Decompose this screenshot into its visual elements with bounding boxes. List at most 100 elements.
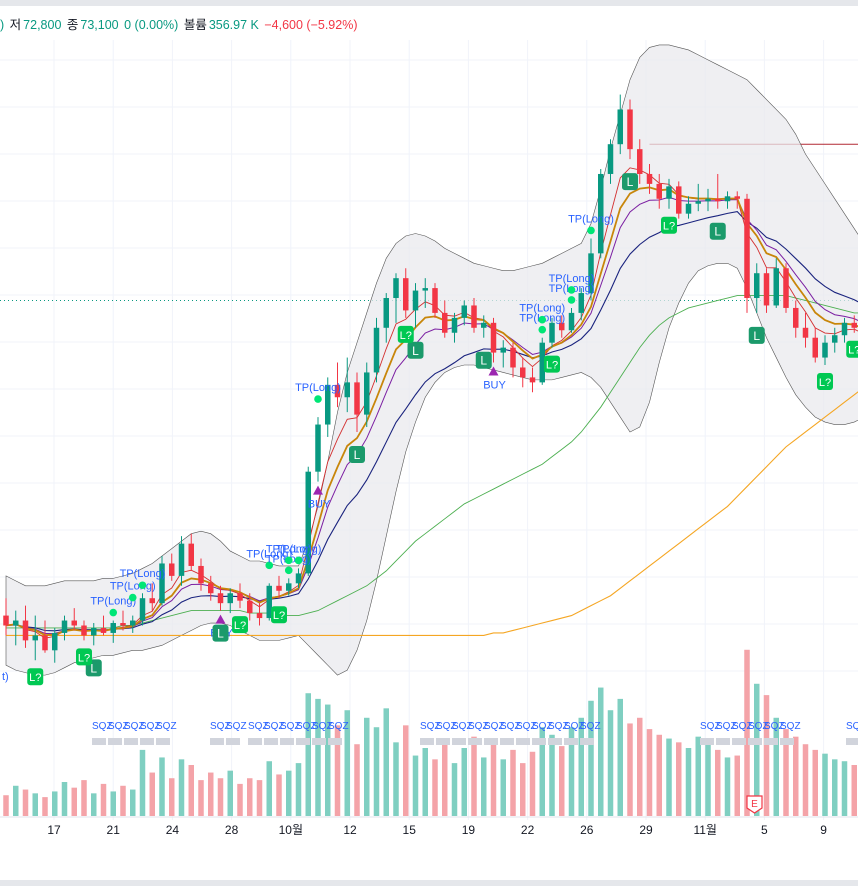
long-signal-text: L [714, 225, 721, 239]
candle-body [793, 307, 799, 328]
candle-body [646, 173, 653, 184]
long-q-signal-badge [817, 373, 833, 390]
candle-body [110, 623, 116, 633]
sqz-label: SQZ [312, 721, 333, 732]
volume-bar [510, 749, 516, 816]
x-axis: 17 21 24 28 10월 12 15 19 22 26 29 11월 5 9 [0, 816, 858, 837]
long-q-signal-text: L? [819, 377, 831, 389]
x-tick-label: 21 [107, 823, 121, 837]
volume-bar [198, 780, 204, 816]
volume-bar [110, 791, 116, 816]
long-signal-badge [709, 222, 726, 240]
candle-body [227, 593, 233, 604]
tp-long-dot [538, 325, 547, 334]
candle-body [198, 565, 204, 584]
candle-body [802, 327, 809, 338]
tp-long-dot [294, 556, 303, 565]
long-q-signal-text: L? [546, 360, 558, 372]
sqz-box [732, 738, 746, 745]
volume-bar [451, 763, 458, 816]
sqz-label: SQZ [264, 721, 285, 732]
candle-body [149, 598, 155, 604]
sqz-label: SQZ [516, 721, 537, 732]
sqz-label: SQZ [452, 721, 473, 732]
volume-bar [715, 749, 721, 816]
candle-body [744, 198, 750, 299]
candle-body [598, 173, 604, 254]
tp-long-label: TP(Long) [110, 581, 156, 593]
sqz-label: SQZ [532, 721, 553, 732]
sqz-box [716, 738, 730, 745]
tp-long-dot [109, 608, 118, 617]
candle-body [568, 312, 575, 331]
candle-body [364, 372, 370, 415]
candle-body [617, 109, 623, 145]
sqz-box [780, 738, 794, 745]
sqz-box [264, 738, 278, 745]
candle-body [217, 593, 224, 604]
volume-bar [724, 757, 731, 816]
volume-bar [344, 710, 350, 816]
buy-label: BUY [308, 499, 331, 511]
long-signal-text: L [412, 344, 419, 358]
volume-bar [325, 704, 331, 816]
x-tick-label: 29 [639, 823, 653, 837]
volume-bar [529, 751, 536, 816]
volume-bar [169, 778, 175, 816]
candle-body [42, 635, 48, 651]
candle-body [100, 627, 107, 633]
x-tick-label: 5 [761, 823, 768, 837]
long-q-signal-text: L? [234, 620, 246, 632]
tp-long-dot [314, 395, 322, 403]
x-tick-label: 15 [403, 823, 417, 837]
low-value: 72,800 [23, 18, 62, 32]
volume-bar [188, 765, 194, 816]
long-q-signal-badge [76, 648, 92, 666]
candle-body [32, 635, 38, 641]
sqz-box [532, 738, 546, 745]
volume-bar [266, 761, 272, 816]
volume-bar [442, 738, 448, 816]
long-signal-badge [349, 445, 365, 463]
sqz-box [564, 738, 578, 745]
volume-bar [705, 744, 711, 816]
sqz-label: SQZ [248, 721, 269, 732]
candle-body [715, 198, 721, 202]
volume-bar [676, 742, 682, 816]
long-signal-badge [475, 351, 492, 369]
volume-bar [520, 763, 526, 816]
volume-bar [364, 717, 370, 816]
signal-markers: TP(Long)TP(Long)TP(Long)TP(Long)TP(Long)… [2, 173, 858, 814]
long-signal-text: L [217, 627, 224, 641]
candle-body [354, 382, 360, 415]
x-tick-label: 19 [462, 823, 476, 837]
sqz-box [124, 738, 138, 745]
long-signal-badge [407, 341, 424, 359]
candle-body [471, 305, 477, 328]
tp-long-label: TP(Long) [519, 303, 565, 315]
sqz-label: SQZ [420, 721, 441, 732]
volume-bar [130, 789, 136, 816]
tp-long-dot [128, 593, 137, 602]
candle-body [763, 273, 770, 306]
sqz-label: SQZ [156, 721, 177, 732]
sqz-box [328, 738, 342, 745]
candles[interactable] [3, 94, 858, 663]
candle-body [432, 288, 438, 313]
volume-bar [217, 778, 224, 816]
tp-long-label: TP(Long) [568, 213, 614, 225]
long-signal-text: L [753, 329, 760, 343]
volume-bar [598, 687, 604, 816]
candle-body [578, 293, 584, 313]
candle-body [851, 322, 857, 328]
long-signal-text: L [90, 661, 97, 675]
volume-bar [412, 755, 419, 816]
sqz-box [580, 738, 594, 745]
volume-bar [539, 727, 545, 816]
volume-bar [773, 717, 779, 816]
volume-bar [841, 761, 848, 816]
volume-bar [500, 759, 506, 816]
x-tick-label: 24 [166, 823, 180, 837]
volume-bar [461, 748, 467, 816]
